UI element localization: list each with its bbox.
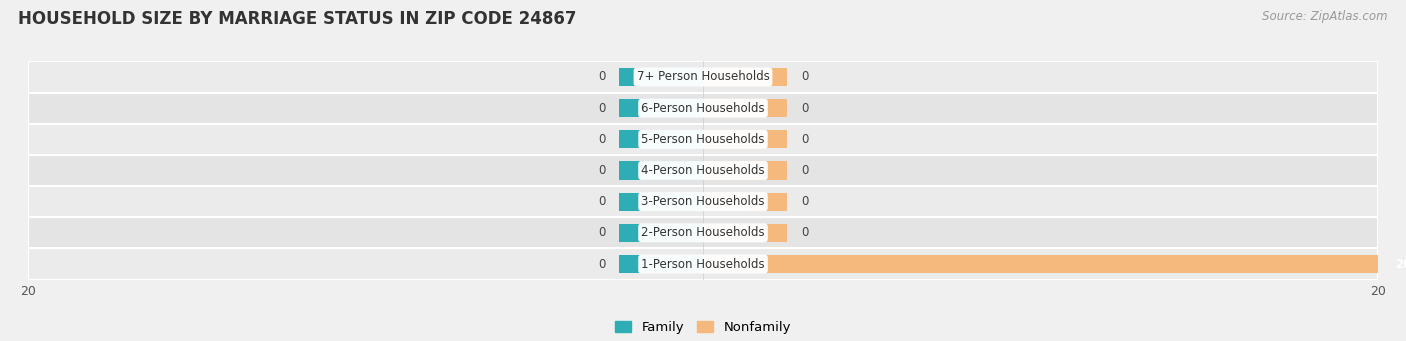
Text: 0: 0 (801, 164, 808, 177)
Bar (619, 193, 703, 211)
Bar (703, 130, 787, 148)
Bar (28, 186, 1378, 217)
Text: 20: 20 (1395, 257, 1406, 270)
Bar (703, 99, 787, 117)
Bar (703, 161, 787, 180)
Bar (28, 155, 1378, 186)
Text: 0: 0 (801, 102, 808, 115)
Text: 6-Person Households: 6-Person Households (641, 102, 765, 115)
Text: 0: 0 (598, 195, 605, 208)
Text: 7+ Person Households: 7+ Person Households (637, 71, 769, 84)
Text: 0: 0 (801, 195, 808, 208)
Bar (703, 255, 1378, 273)
Bar (28, 249, 1378, 280)
Bar (619, 99, 703, 117)
Text: 0: 0 (801, 71, 808, 84)
Bar (28, 61, 1378, 92)
Text: 0: 0 (598, 226, 605, 239)
Text: 0: 0 (598, 164, 605, 177)
Bar (619, 68, 703, 86)
Bar (703, 224, 787, 242)
Text: Source: ZipAtlas.com: Source: ZipAtlas.com (1263, 10, 1388, 23)
Bar (703, 193, 787, 211)
Text: 0: 0 (801, 226, 808, 239)
Text: 0: 0 (598, 257, 605, 270)
Text: 0: 0 (801, 133, 808, 146)
Text: 1-Person Households: 1-Person Households (641, 257, 765, 270)
Text: 0: 0 (598, 133, 605, 146)
Bar (619, 224, 703, 242)
Bar (619, 130, 703, 148)
Text: 0: 0 (598, 71, 605, 84)
Text: 5-Person Households: 5-Person Households (641, 133, 765, 146)
Bar (619, 161, 703, 180)
Text: 0: 0 (598, 102, 605, 115)
Text: 2-Person Households: 2-Person Households (641, 226, 765, 239)
Bar (28, 92, 1378, 124)
Legend: Family, Nonfamily: Family, Nonfamily (614, 321, 792, 334)
Text: 4-Person Households: 4-Person Households (641, 164, 765, 177)
Bar (28, 124, 1378, 155)
Bar (703, 68, 787, 86)
Bar (619, 255, 703, 273)
Text: 3-Person Households: 3-Person Households (641, 195, 765, 208)
Bar (28, 217, 1378, 249)
Text: HOUSEHOLD SIZE BY MARRIAGE STATUS IN ZIP CODE 24867: HOUSEHOLD SIZE BY MARRIAGE STATUS IN ZIP… (18, 10, 576, 28)
